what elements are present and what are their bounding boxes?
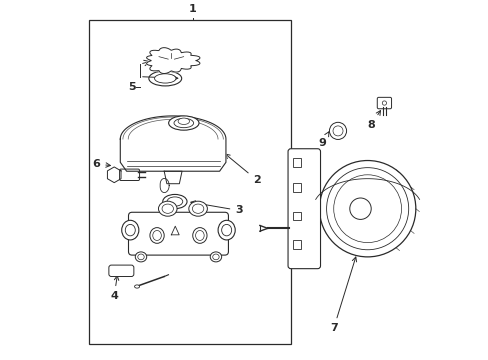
Ellipse shape [152,230,161,240]
Bar [292,183,300,192]
Bar [292,212,300,220]
Circle shape [382,101,386,105]
Ellipse shape [154,74,176,83]
Text: 3: 3 [190,201,243,216]
Polygon shape [120,116,225,171]
Ellipse shape [162,204,173,213]
Ellipse shape [174,118,193,128]
Ellipse shape [168,116,199,130]
Circle shape [319,161,415,257]
Ellipse shape [218,220,235,240]
Ellipse shape [135,252,146,262]
Text: 1: 1 [188,4,196,14]
Ellipse shape [134,285,139,288]
FancyBboxPatch shape [377,97,391,109]
Text: 6: 6 [92,159,110,169]
Text: 9: 9 [318,132,328,148]
Bar [292,240,300,249]
Text: 5: 5 [128,82,136,93]
Text: 2: 2 [225,154,260,185]
Bar [292,158,300,167]
Ellipse shape [158,201,177,216]
Text: 4: 4 [110,276,119,301]
Ellipse shape [188,201,207,216]
Ellipse shape [138,254,144,260]
Ellipse shape [221,224,231,236]
Ellipse shape [192,228,206,243]
FancyBboxPatch shape [287,149,320,269]
Polygon shape [107,167,121,183]
Ellipse shape [150,228,164,243]
FancyBboxPatch shape [120,169,139,180]
Polygon shape [164,171,182,184]
Polygon shape [146,48,200,73]
Text: 8: 8 [366,111,380,130]
Circle shape [349,198,370,219]
Ellipse shape [167,197,183,206]
Ellipse shape [192,204,203,213]
Ellipse shape [210,252,221,262]
Ellipse shape [148,71,182,86]
Ellipse shape [122,220,139,240]
Ellipse shape [125,224,135,236]
Ellipse shape [178,118,189,125]
Ellipse shape [163,194,186,209]
FancyBboxPatch shape [109,265,134,276]
Circle shape [329,122,346,139]
Text: 7: 7 [329,257,356,333]
Bar [89,19,290,344]
Circle shape [332,126,342,136]
Ellipse shape [212,254,219,260]
FancyBboxPatch shape [128,212,228,255]
Ellipse shape [195,230,204,240]
Polygon shape [160,179,169,193]
